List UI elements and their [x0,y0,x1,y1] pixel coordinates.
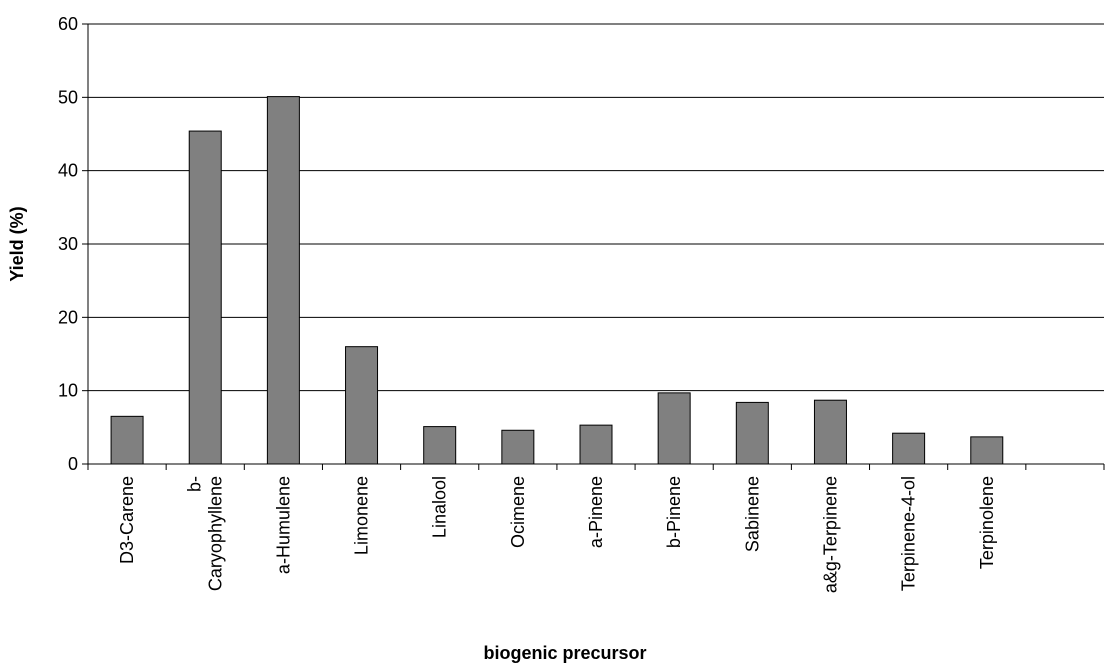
bar-a-humulene [266,96,300,465]
x-tick-labels: D3-Carene b- Caryophyllene a-Humulene Limone… [117,476,997,593]
gridlines [88,23,1104,392]
x-tick-label: Ocimene [508,476,528,548]
y-tick-label-50: 50 [58,87,78,107]
bar-b-caryophyllene [188,130,222,465]
x-tick-label: Terpinolene [977,476,997,569]
y-tick-label-0: 0 [68,454,78,474]
x-tick-label: b- [185,476,205,492]
y-tick-label-40: 40 [58,161,78,181]
x-tick-label: a-Humulene [273,476,293,574]
x-tick-label: D3-Carene [117,476,137,564]
bar-ocimene [501,429,535,465]
bar-terpinolene [970,436,1004,465]
x-tick-label: Sabinene [742,476,762,552]
y-tick-label-60: 60 [58,14,78,34]
x-tick-label: Terpinene-4-ol [899,476,919,591]
axes [82,23,1105,470]
y-tick-label-10: 10 [58,381,78,401]
bar-sabinene [735,401,769,465]
x-tick-label: Limonene [352,476,372,555]
y-axis-title: Yield (%) [7,206,27,281]
x-tick-label: Linalool [430,476,450,538]
bar-linalool [423,426,457,465]
bar-a-pinene [579,424,613,465]
y-tick-label-20: 20 [58,307,78,327]
bar-a-g-terpinene [813,399,847,465]
x-axis-title: biogenic precursor [483,643,646,663]
x-tick-label: b-Pinene [664,476,684,548]
bars [110,96,1004,465]
bar-terpinene-4-ol [892,432,926,465]
x-tick-label: Caryophyllene [206,476,226,591]
x-tick-label: a-Pinene [586,476,606,548]
y-tick-label-30: 30 [58,234,78,254]
y-tick-labels: 0 10 20 30 40 50 60 [58,14,78,474]
bar-d3-carene [110,415,144,465]
x-tick-label: a&g-Terpinene [820,476,840,593]
bar-limonene [345,346,379,465]
bar-b-pinene [657,392,691,465]
